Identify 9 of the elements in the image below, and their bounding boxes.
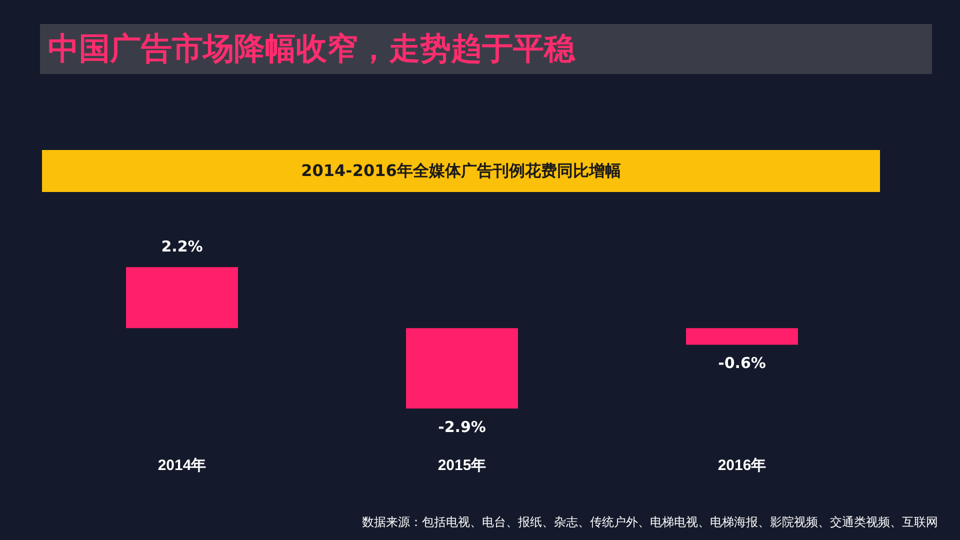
data-label: 2.2% xyxy=(161,238,203,256)
x-tick-label: 2015年 xyxy=(438,457,486,474)
chart-title: 中国广告市场降幅收窄，走势趋于平稳 xyxy=(40,24,932,74)
source-note: 数据来源：包括电视、电台、报纸、杂志、传统户外、电梯电视、电梯海报、影院视频、交通类视频、互联网 xyxy=(362,514,938,531)
chart-subtitle: 2014-2016年全媒体广告刊例花费同比增幅 xyxy=(42,150,880,192)
x-tick-label: 2016年 xyxy=(718,457,766,474)
data-label: -0.6% xyxy=(718,354,766,372)
x-tick-label: 2014年 xyxy=(158,457,206,474)
data-label: -2.9% xyxy=(438,418,486,436)
